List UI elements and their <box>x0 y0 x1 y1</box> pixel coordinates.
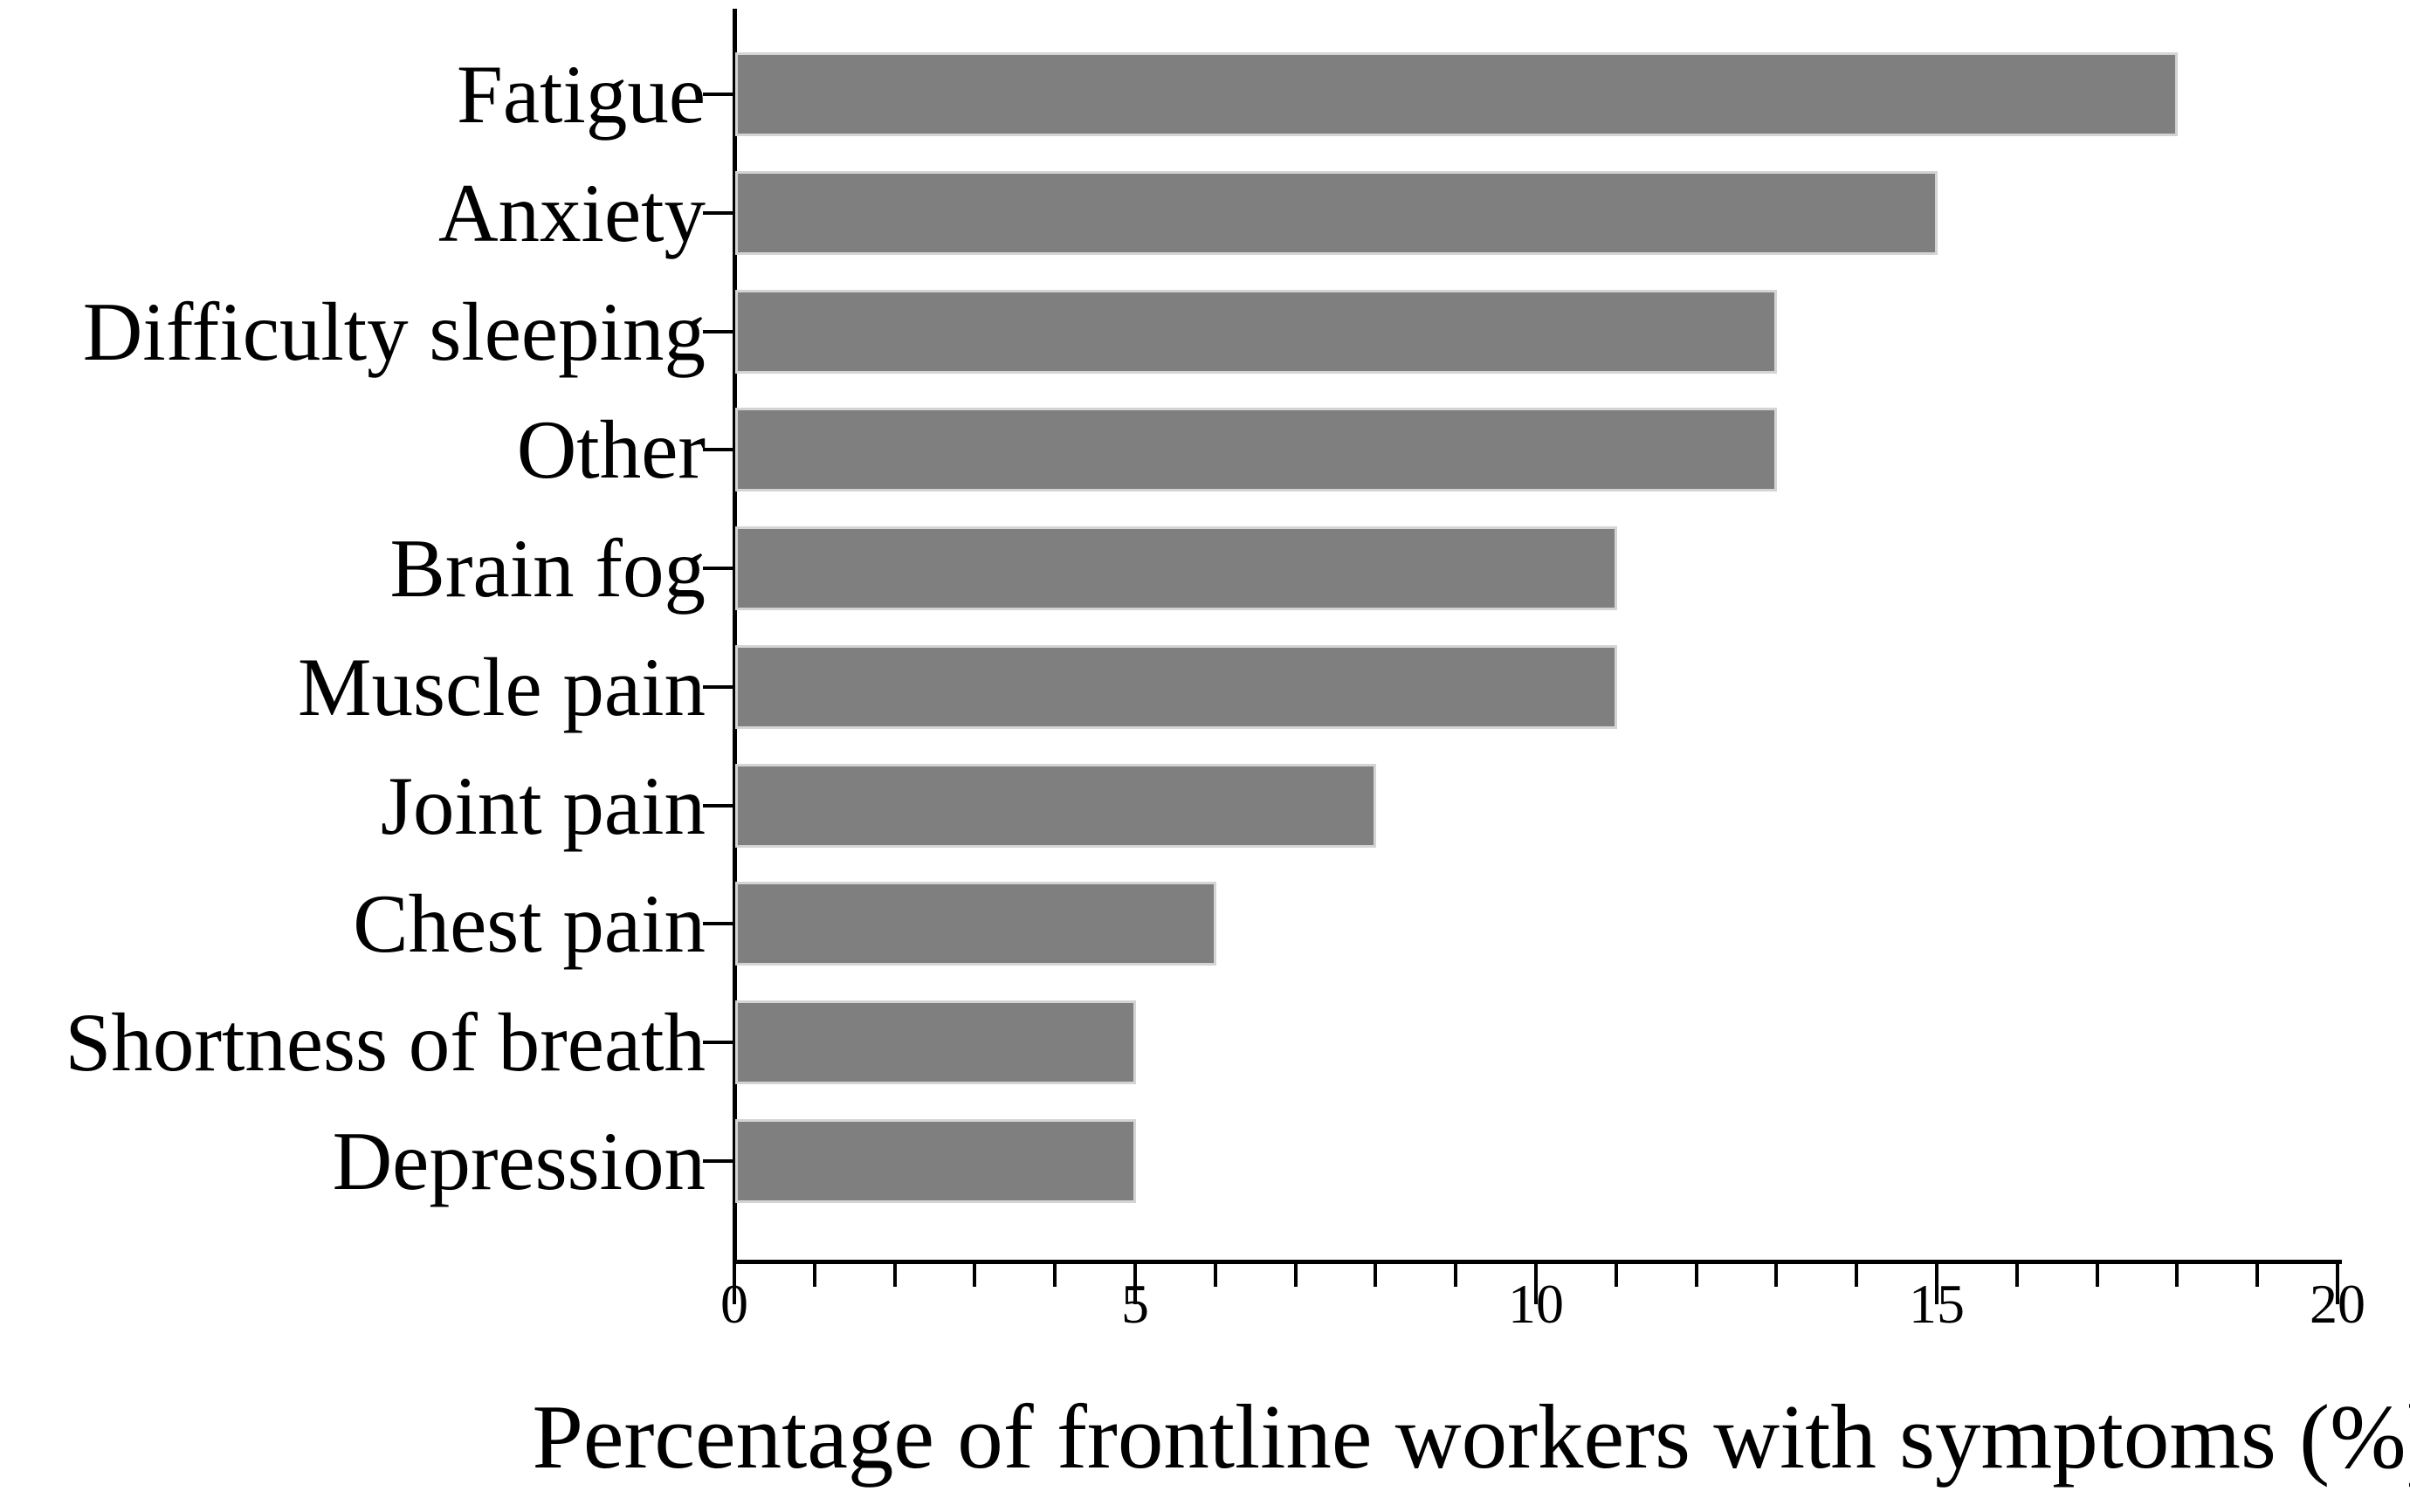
category-label: Brain fog <box>389 522 706 615</box>
bar-brain-fog <box>735 526 1617 610</box>
x-minor-tick <box>2096 1264 2099 1287</box>
x-major-tick <box>1534 1264 1538 1304</box>
x-minor-tick <box>1214 1264 1217 1287</box>
x-minor-tick <box>1695 1264 1698 1287</box>
bar-shortness-of-breath <box>735 1000 1136 1084</box>
x-minor-tick <box>2015 1264 2019 1287</box>
x-tick-label: 5 <box>1121 1273 1149 1335</box>
y-tick <box>703 93 734 96</box>
bar-anxiety <box>735 171 1938 255</box>
bar-fatigue <box>735 52 2178 136</box>
category-label: Other <box>516 403 706 496</box>
category-label: Shortness of breath <box>65 996 706 1089</box>
x-major-tick <box>1133 1264 1137 1304</box>
category-label: Difficulty sleeping <box>82 285 706 378</box>
category-label: Fatigue <box>457 48 706 141</box>
y-tick <box>703 804 734 808</box>
category-label: Chest pain <box>353 877 706 970</box>
y-tick <box>703 685 734 689</box>
x-axis-line <box>733 1260 2342 1264</box>
category-label: Muscle pain <box>298 641 706 733</box>
x-minor-tick <box>1053 1264 1057 1287</box>
category-label: Anxiety <box>437 167 706 259</box>
x-minor-tick <box>2175 1264 2179 1287</box>
x-minor-tick <box>1294 1264 1298 1287</box>
x-tick-label: 15 <box>1909 1273 1965 1335</box>
bar-chest-pain <box>735 882 1216 966</box>
y-tick <box>703 1041 734 1044</box>
x-minor-tick <box>1615 1264 1618 1287</box>
x-tick-label: 20 <box>2310 1273 2365 1335</box>
bar-difficulty-sleeping <box>735 290 1777 374</box>
x-axis-title: Percentage of frontline workers with sym… <box>532 1385 2410 1488</box>
x-tick-label: 0 <box>720 1273 748 1335</box>
bar-depression <box>735 1119 1136 1203</box>
category-label: Depression <box>332 1115 706 1207</box>
x-minor-tick <box>1855 1264 1858 1287</box>
x-minor-tick <box>893 1264 897 1287</box>
x-major-tick <box>733 1264 736 1304</box>
y-tick <box>703 448 734 451</box>
x-minor-tick <box>1374 1264 1377 1287</box>
y-tick <box>703 330 734 333</box>
x-major-tick <box>2336 1264 2339 1304</box>
y-axis-line <box>733 9 737 1264</box>
x-minor-tick <box>973 1264 976 1287</box>
x-minor-tick <box>1774 1264 1778 1287</box>
bar-other <box>735 408 1777 491</box>
y-tick <box>703 922 734 925</box>
x-minor-tick <box>813 1264 816 1287</box>
bar-muscle-pain <box>735 645 1617 729</box>
x-major-tick <box>1935 1264 1938 1304</box>
y-tick <box>703 211 734 215</box>
x-tick-label: 10 <box>1508 1273 1564 1335</box>
x-minor-tick <box>1454 1264 1457 1287</box>
x-minor-tick <box>2255 1264 2259 1287</box>
category-label: Joint pain <box>380 759 706 852</box>
y-tick <box>703 1159 734 1163</box>
y-tick <box>703 567 734 570</box>
bar-joint-pain <box>735 764 1376 848</box>
